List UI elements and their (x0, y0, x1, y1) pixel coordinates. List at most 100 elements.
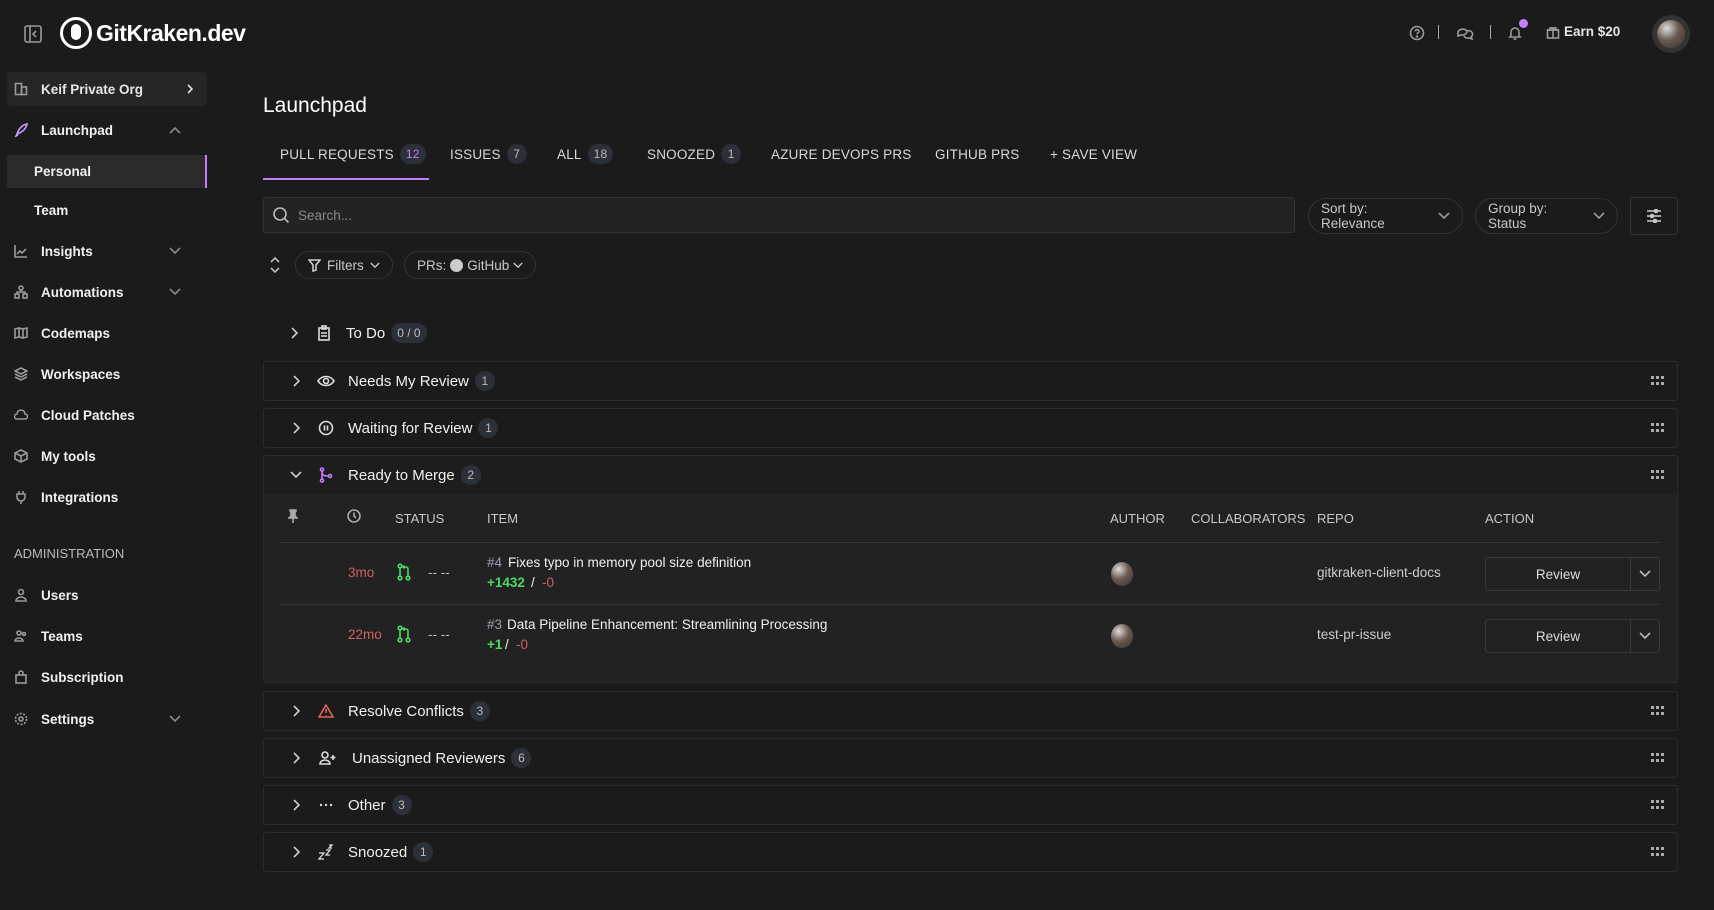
grip-icon[interactable] (1651, 706, 1665, 716)
group-other[interactable]: Other 3 (263, 785, 1678, 825)
building-icon (13, 82, 29, 96)
earn-referral-button[interactable]: Earn $20 (1546, 24, 1620, 39)
tab-label: ISSUES (450, 146, 501, 162)
sidebar-item-automations[interactable]: Automations (7, 275, 207, 309)
tab-snoozed[interactable]: SNOOZED 1 (647, 144, 742, 164)
grip-icon[interactable] (1651, 847, 1665, 857)
search-input[interactable]: Search... (263, 197, 1295, 233)
sidebar-item-workspaces[interactable]: Workspaces (7, 357, 207, 391)
notifications-bell-icon[interactable] (1506, 24, 1524, 42)
group-by-dropdown[interactable]: Group by: Status (1475, 198, 1618, 234)
pr-age: 22mo (348, 627, 382, 642)
pr-number[interactable]: #3 (487, 617, 503, 632)
review-button[interactable]: Review (1485, 557, 1631, 591)
grip-icon[interactable] (1651, 470, 1665, 480)
sidebar-item-my-tools[interactable]: My tools (7, 439, 207, 473)
group-count: 1 (474, 371, 495, 391)
pr-age: 3mo (348, 565, 375, 580)
sidebar-item-insights[interactable]: Insights (7, 234, 207, 268)
tab-azure-devops-prs[interactable]: AZURE DEVOPS PRS (771, 147, 911, 162)
pr-title[interactable]: Data Pipeline Enhancement: Streamlining … (507, 617, 828, 632)
group-count: 1 (478, 418, 499, 438)
group-unassigned-reviewers[interactable]: Unassigned Reviewers 6 (263, 738, 1678, 778)
divider (280, 542, 1660, 543)
org-switcher[interactable]: Keif Private Org (7, 72, 207, 106)
tab-github-prs[interactable]: GITHUB PRS (935, 147, 1020, 162)
grip-icon[interactable] (1651, 376, 1665, 386)
sort-dropdown[interactable]: Sort by: Relevance (1308, 198, 1463, 234)
sidebar-item-team[interactable]: Team (7, 193, 207, 227)
brand-logo[interactable]: GitKraken.dev (60, 17, 246, 49)
plug-icon (13, 490, 29, 504)
column-header-item[interactable]: ITEM (487, 511, 519, 526)
sidebar-item-settings[interactable]: Settings (7, 702, 207, 736)
pull-request-icon (397, 625, 411, 643)
sidebar-item-label: Team (34, 202, 69, 218)
column-header-repo[interactable]: REPO (1317, 511, 1354, 526)
pr-number[interactable]: #4 (487, 555, 503, 570)
pull-request-icon (397, 563, 411, 581)
org-name: Keif Private Org (41, 81, 144, 97)
view-settings-button[interactable] (1630, 197, 1678, 235)
checks-status: -- -- (428, 565, 450, 580)
grip-icon[interactable] (1651, 753, 1665, 763)
tab-issues[interactable]: ISSUES 7 (450, 144, 527, 164)
feedback-chat-icon[interactable] (1455, 24, 1475, 42)
save-view-button[interactable]: + SAVE VIEW (1050, 147, 1137, 162)
sidebar-item-personal[interactable]: Personal (7, 155, 207, 188)
column-header-collaborators[interactable]: COLLABORATORS (1191, 511, 1306, 526)
sidebar-item-subscription[interactable]: Subscription (7, 660, 207, 694)
repo-name[interactable]: gitkraken-client-docs (1317, 565, 1441, 580)
help-icon[interactable] (1408, 24, 1426, 42)
user-plus-icon (316, 751, 340, 765)
author-avatar[interactable] (1111, 562, 1133, 586)
group-ready-to-merge: Ready to Merge 2 (263, 455, 1678, 683)
review-options-chevron-icon[interactable] (1630, 557, 1660, 591)
sidebar-item-teams[interactable]: Teams (7, 619, 207, 653)
group-waiting-for-review[interactable]: Waiting for Review 1 (263, 408, 1678, 448)
tab-label: SNOOZED (647, 146, 716, 162)
checks-status: -- -- (428, 627, 450, 642)
collapse-sidebar-icon[interactable] (22, 23, 44, 45)
search-placeholder: Search... (298, 207, 353, 223)
lines-removed: -0 (516, 637, 529, 652)
sidebar-item-label: Cloud Patches (41, 407, 135, 423)
tab-pull-requests[interactable]: PULL REQUESTS 12 (280, 144, 426, 164)
user-avatar[interactable] (1652, 15, 1690, 53)
review-options-chevron-icon[interactable] (1630, 619, 1660, 653)
review-button[interactable]: Review (1485, 619, 1631, 653)
column-header-status[interactable]: STATUS (395, 511, 445, 526)
expand-collapse-all-icon[interactable] (266, 255, 284, 275)
prs-provider-filter[interactable]: PRs: GitHub (404, 251, 537, 279)
sidebar-item-users[interactable]: Users (7, 578, 207, 612)
sidebar-item-codemaps[interactable]: Codemaps (7, 316, 207, 350)
group-header[interactable]: Ready to Merge 2 (264, 456, 1677, 494)
filters-button[interactable]: Filters (295, 251, 393, 279)
divider (280, 604, 1660, 605)
lines-added: +1 (487, 637, 503, 652)
pr-title[interactable]: Fixes typo in memory pool size definitio… (508, 555, 752, 570)
sidebar-item-cloud-patches[interactable]: Cloud Patches (7, 398, 207, 432)
group-label: To Do (346, 324, 386, 342)
tab-count: 12 (399, 144, 426, 164)
grip-icon[interactable] (1651, 800, 1665, 810)
chevron-down-icon (1593, 212, 1605, 220)
group-snoozed[interactable]: Snoozed 1 (263, 832, 1678, 872)
sidebar-item-launchpad[interactable]: Launchpad (7, 113, 207, 147)
group-resolve-conflicts[interactable]: Resolve Conflicts 3 (263, 691, 1678, 731)
tab-all[interactable]: ALL 18 (557, 144, 614, 164)
grip-icon[interactable] (1651, 423, 1665, 433)
repo-name[interactable]: test-pr-issue (1317, 627, 1392, 642)
group-todo[interactable]: To Do 0 / 0 (263, 314, 663, 352)
table-row[interactable]: 3mo -- -- #4 Fixes typo in memory pool s… (280, 543, 1660, 604)
author-avatar[interactable] (1111, 624, 1133, 648)
table-row[interactable]: 22mo -- -- #3 Data Pipeline Enhancement:… (280, 605, 1660, 666)
tab-label: GITHUB PRS (935, 147, 1020, 162)
group-needs-my-review[interactable]: Needs My Review 1 (263, 361, 1678, 401)
clock-icon[interactable] (347, 509, 361, 523)
chevron-down-icon (513, 262, 523, 269)
column-header-action[interactable]: ACTION (1485, 511, 1535, 526)
pin-icon[interactable] (288, 509, 298, 523)
column-header-author[interactable]: AUTHOR (1110, 511, 1165, 526)
sidebar-item-integrations[interactable]: Integrations (7, 480, 207, 514)
